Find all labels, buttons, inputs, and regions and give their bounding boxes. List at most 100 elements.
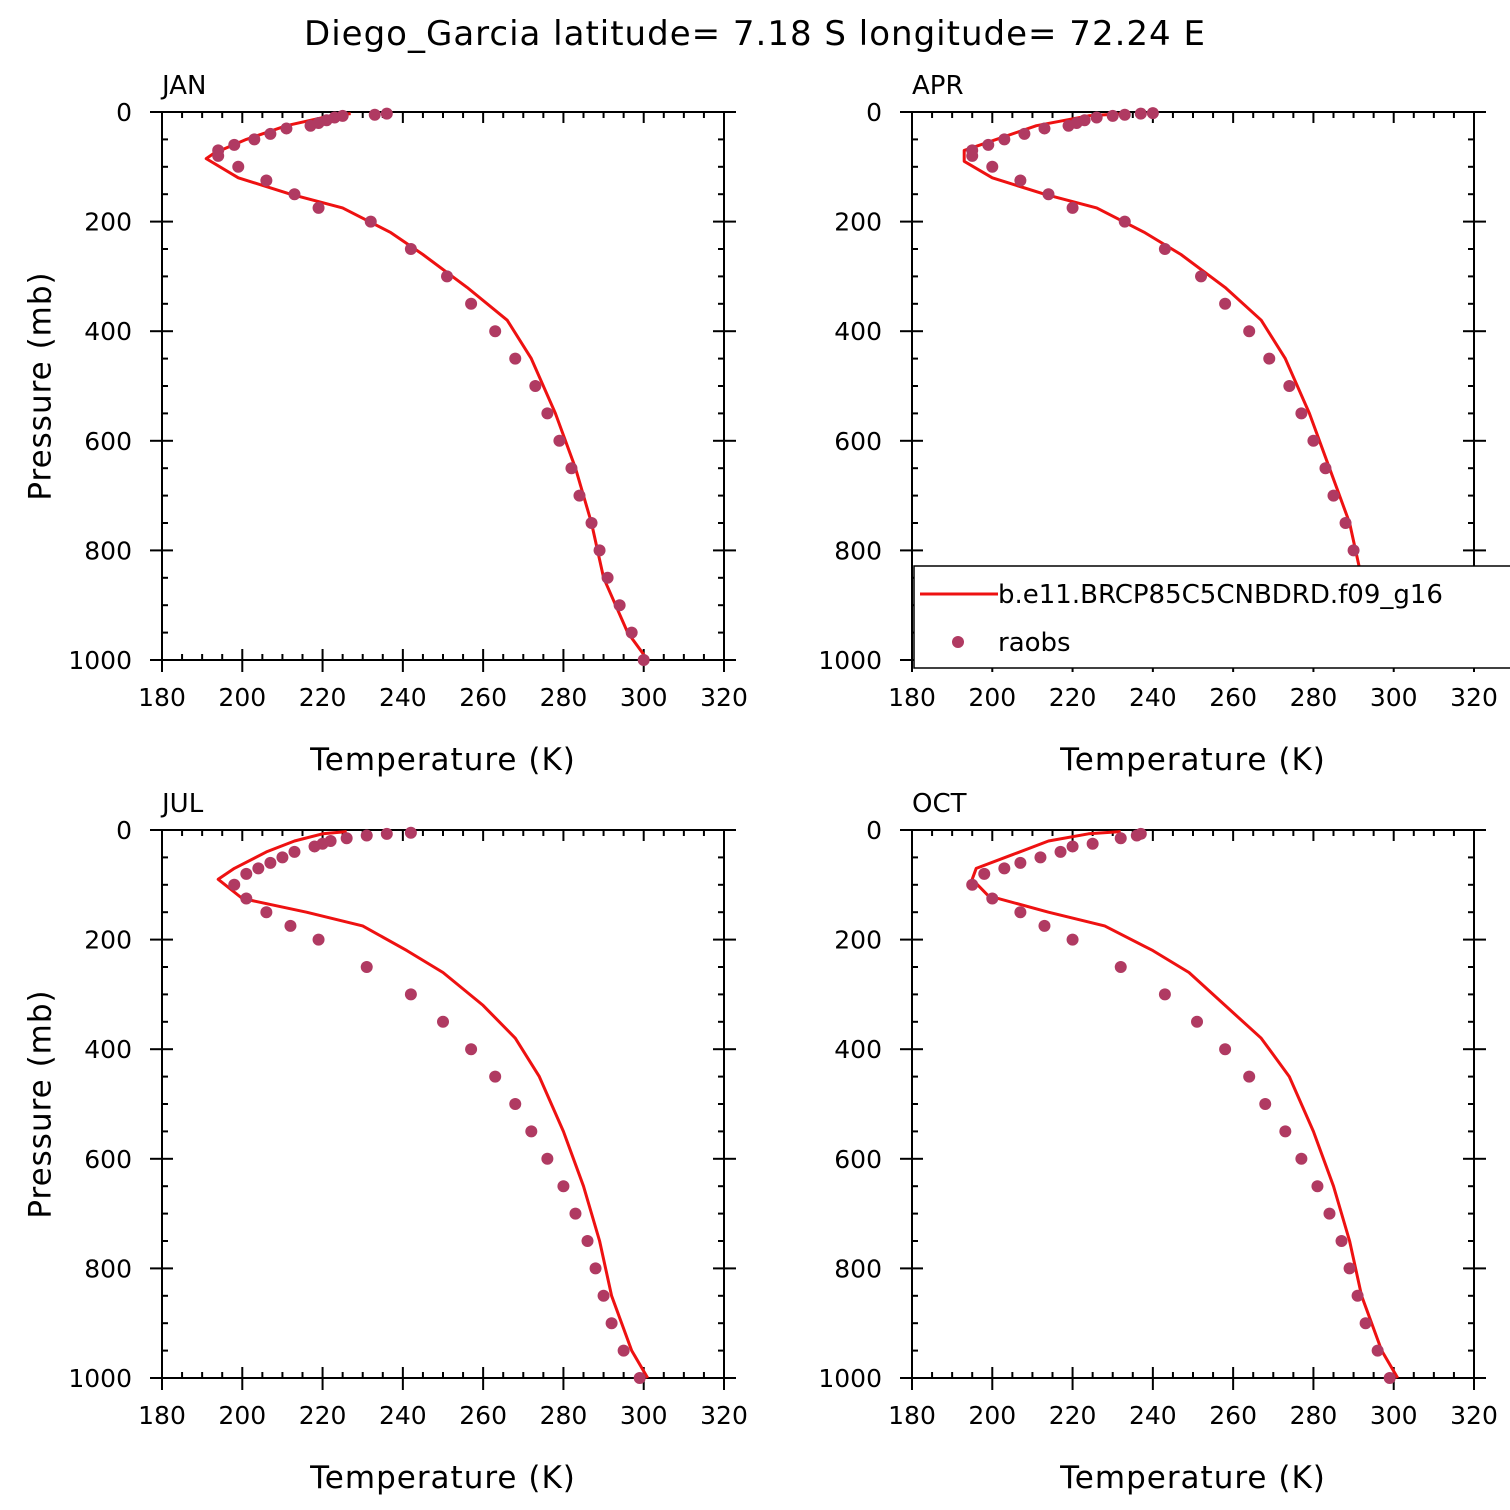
y-tick-label: 400 <box>834 1035 882 1064</box>
raobs-point <box>553 434 566 447</box>
panel-jan: 180 200 220 240 260 280 300 320 0 200 400 600 800 100… <box>23 71 748 778</box>
raobs-point <box>982 138 995 151</box>
raobs-point <box>1014 906 1027 919</box>
panel-label: JUL <box>160 789 204 819</box>
raobs-point <box>986 160 999 173</box>
raobs-point <box>541 1152 554 1165</box>
plot-frame <box>161 111 725 661</box>
raobs-point <box>998 862 1011 875</box>
raobs-point <box>605 1317 618 1330</box>
raobs-point <box>240 892 253 905</box>
x-tick-label: 320 <box>1450 683 1498 712</box>
raobs-point <box>380 827 393 840</box>
raobs-point <box>1118 108 1131 121</box>
raobs-point <box>1347 544 1360 557</box>
raobs-point <box>284 919 297 932</box>
raobs-point <box>336 109 349 122</box>
raobs-point <box>1259 1098 1272 1110</box>
x-tick-label: 300 <box>620 1401 668 1430</box>
raobs-point <box>1219 1043 1232 1056</box>
x-tick-label: 320 <box>700 683 748 712</box>
raobs-point <box>509 1098 522 1110</box>
raobs-point <box>1295 1152 1308 1165</box>
x-tick-label: 220 <box>299 1401 347 1430</box>
series-group <box>966 827 1399 1384</box>
raobs-point <box>437 1015 449 1028</box>
y-tick-label: 1000 <box>68 1364 132 1393</box>
raobs-point <box>593 544 606 557</box>
raobs-point <box>1038 122 1051 135</box>
raobs-point <box>1158 988 1171 1001</box>
raobs-point <box>340 832 353 845</box>
plot-frame <box>911 829 1475 1379</box>
x-tick-label: 240 <box>1129 683 1177 712</box>
raobs-point <box>569 1207 582 1220</box>
y-tick-label: 800 <box>834 1254 882 1283</box>
y-tick-label: 400 <box>84 1035 132 1064</box>
raobs-point <box>264 856 277 869</box>
model-profile-line <box>204 112 649 661</box>
y-tick-label: 600 <box>84 427 132 456</box>
y-axis-title: Pressure (mb) <box>23 989 59 1218</box>
raobs-point <box>1054 845 1067 858</box>
raobs-point <box>633 1372 646 1384</box>
raobs-point <box>1114 832 1127 845</box>
raobs-point <box>465 1043 478 1056</box>
raobs-point <box>404 243 417 255</box>
y-tick-label: 1000 <box>818 1364 882 1393</box>
raobs-point <box>966 878 979 891</box>
raobs-point <box>232 160 245 173</box>
x-tick-label: 220 <box>1049 1401 1097 1430</box>
x-tick-label: 220 <box>1049 683 1097 712</box>
raobs-point <box>288 188 301 201</box>
raobs-point <box>1066 201 1079 214</box>
raobs-point <box>1243 325 1256 338</box>
raobs-point <box>1359 1317 1372 1330</box>
raobs-point <box>1114 961 1127 973</box>
panels: 180 200 220 240 260 280 300 320 0 200 400 600 800 100… <box>23 71 1510 1496</box>
raobs-point <box>324 834 337 847</box>
plot-frame <box>161 829 725 1379</box>
y-tick-label: 0 <box>116 98 132 127</box>
raobs-point <box>1118 215 1131 228</box>
x-tick-label: 240 <box>1129 1401 1177 1430</box>
raobs-point <box>465 297 478 310</box>
raobs-point <box>978 867 991 880</box>
raobs-point <box>1191 1015 1204 1028</box>
x-tick-label: 280 <box>1290 683 1338 712</box>
y-tick-label: 0 <box>866 98 882 127</box>
y-axis-title: Pressure (mb) <box>23 271 59 500</box>
raobs-point <box>986 892 999 905</box>
raobs-point <box>1335 1235 1348 1247</box>
y-tick-label: 200 <box>84 926 132 955</box>
x-tick-label: 200 <box>968 683 1016 712</box>
raobs-point <box>601 571 614 584</box>
x-tick-label: 260 <box>1209 1401 1257 1430</box>
legend-label: b.e11.BRCP85C5CNBDRD.f09_g16 <box>998 580 1443 610</box>
y-tick-label: 600 <box>84 1145 132 1174</box>
raobs-point <box>368 108 381 121</box>
legend-box <box>913 565 1510 669</box>
legend-point-swatch <box>952 636 964 648</box>
y-tick-label: 0 <box>116 816 132 845</box>
raobs-point <box>1383 1372 1396 1384</box>
panel-apr: 180 200 220 240 260 280 300 320 0 200 400 600 800 100… <box>818 71 1510 778</box>
raobs-point <box>509 352 522 365</box>
raobs-point <box>312 201 325 214</box>
x-axis-title: Temperature (K) <box>309 742 576 778</box>
y-tick-label: 800 <box>84 1254 132 1283</box>
raobs-point <box>228 878 241 891</box>
raobs-point <box>1066 840 1079 853</box>
y-tick-label: 800 <box>84 536 132 565</box>
x-tick-label: 300 <box>620 683 668 712</box>
x-tick-label: 200 <box>968 1401 1016 1430</box>
y-tick-label: 200 <box>834 208 882 237</box>
raobs-point <box>1279 1125 1292 1138</box>
x-tick-label: 300 <box>1370 1401 1418 1430</box>
raobs-point <box>252 862 265 875</box>
raobs-point <box>228 138 241 151</box>
x-tick-label: 240 <box>379 1401 427 1430</box>
raobs-point <box>1243 1070 1256 1083</box>
x-tick-label: 180 <box>888 683 936 712</box>
